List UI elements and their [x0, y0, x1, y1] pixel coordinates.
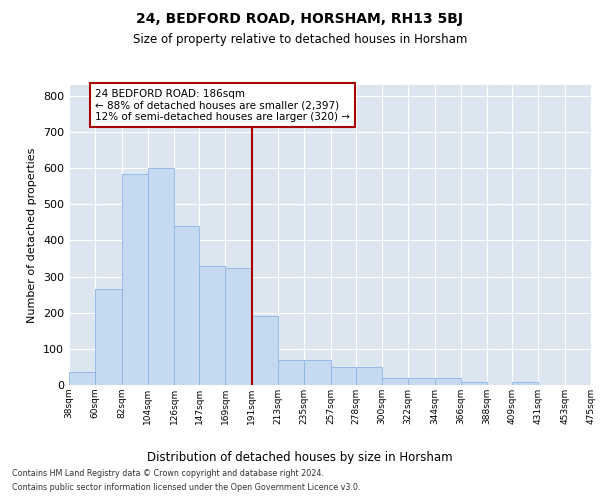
- Bar: [69, 372, 95, 385]
- Text: 24, BEDFORD ROAD, HORSHAM, RH13 5BJ: 24, BEDFORD ROAD, HORSHAM, RH13 5BJ: [137, 12, 464, 26]
- Bar: [278, 360, 304, 385]
- Bar: [382, 378, 408, 385]
- Text: Contains HM Land Registry data © Crown copyright and database right 2024.: Contains HM Land Registry data © Crown c…: [12, 468, 324, 477]
- Text: Distribution of detached houses by size in Horsham: Distribution of detached houses by size …: [147, 451, 453, 464]
- Bar: [356, 367, 382, 385]
- Bar: [174, 226, 199, 385]
- Bar: [304, 360, 331, 385]
- Bar: [226, 268, 252, 385]
- Bar: [199, 266, 226, 385]
- Bar: [461, 382, 487, 385]
- Bar: [408, 378, 434, 385]
- Bar: [122, 174, 148, 385]
- Text: Contains public sector information licensed under the Open Government Licence v3: Contains public sector information licen…: [12, 484, 361, 492]
- Bar: [252, 316, 278, 385]
- Bar: [148, 168, 174, 385]
- Text: 24 BEDFORD ROAD: 186sqm
← 88% of detached houses are smaller (2,397)
12% of semi: 24 BEDFORD ROAD: 186sqm ← 88% of detache…: [95, 88, 350, 122]
- Text: Size of property relative to detached houses in Horsham: Size of property relative to detached ho…: [133, 32, 467, 46]
- Y-axis label: Number of detached properties: Number of detached properties: [28, 148, 37, 322]
- Bar: [331, 367, 356, 385]
- Bar: [95, 289, 122, 385]
- Bar: [434, 378, 461, 385]
- Bar: [512, 382, 538, 385]
